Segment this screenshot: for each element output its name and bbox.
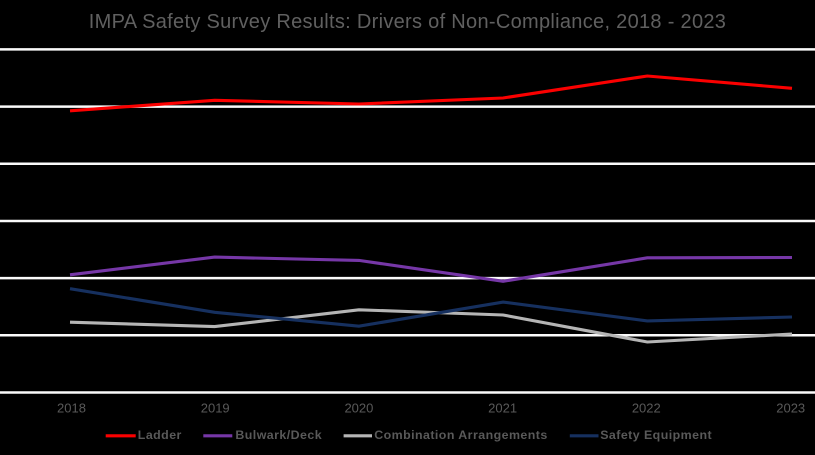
svg-text:Ladder: Ladder [138, 428, 182, 442]
svg-text:Safety Equipment: Safety Equipment [600, 428, 712, 442]
svg-text:2023: 2023 [776, 401, 805, 416]
svg-text:2019: 2019 [201, 401, 230, 416]
svg-text:Combination Arrangements: Combination Arrangements [374, 428, 548, 442]
svg-text:2020: 2020 [344, 401, 373, 416]
svg-text:Bulwark/Deck: Bulwark/Deck [235, 428, 322, 442]
svg-text:IMPA Safety Survey Results: Dr: IMPA Safety Survey Results: Drivers of N… [89, 11, 726, 33]
svg-text:2018: 2018 [57, 401, 86, 416]
svg-text:2022: 2022 [632, 401, 661, 416]
svg-text:2021: 2021 [488, 401, 517, 416]
